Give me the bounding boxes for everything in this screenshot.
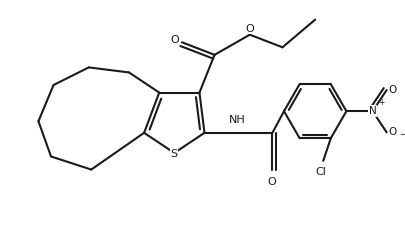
Text: O: O xyxy=(266,177,275,187)
Text: −: − xyxy=(398,130,405,139)
Text: O: O xyxy=(388,127,396,137)
Text: O: O xyxy=(170,35,178,45)
Text: +: + xyxy=(377,98,384,107)
Text: O: O xyxy=(388,85,396,95)
Text: Cl: Cl xyxy=(315,167,325,177)
Text: O: O xyxy=(245,24,254,34)
Text: NH: NH xyxy=(228,115,245,125)
Text: S: S xyxy=(171,149,177,159)
Text: N: N xyxy=(368,106,375,116)
